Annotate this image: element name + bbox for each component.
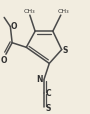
Text: CH₃: CH₃ — [23, 9, 35, 14]
Text: N: N — [36, 75, 42, 84]
Text: CH₃: CH₃ — [58, 9, 69, 14]
Text: O: O — [11, 22, 17, 31]
Text: O: O — [0, 56, 7, 65]
Text: S: S — [45, 103, 51, 112]
Text: C: C — [45, 88, 51, 97]
Text: S: S — [62, 45, 68, 54]
